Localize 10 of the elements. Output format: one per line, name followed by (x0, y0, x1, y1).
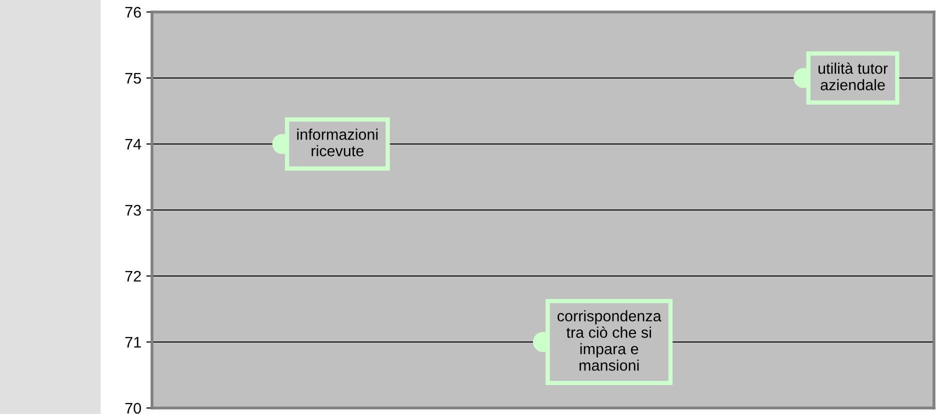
annotation: corrispondenza tra ciò che si impara e mansioni (558, 310, 662, 371)
y-tick-label: 76 (125, 6, 141, 18)
annotation: informazioni ricevute (297, 128, 378, 156)
y-tick-label: 75 (125, 73, 141, 84)
y-tick-label: 70 (125, 402, 141, 414)
y-tick-label: 73 (125, 204, 141, 216)
annotation: utilità tutor aziendale (818, 62, 888, 90)
y-tick-label: 74 (125, 139, 142, 150)
y-tick-label: 72 (125, 270, 141, 282)
y-tick-label: 71 (125, 337, 141, 348)
